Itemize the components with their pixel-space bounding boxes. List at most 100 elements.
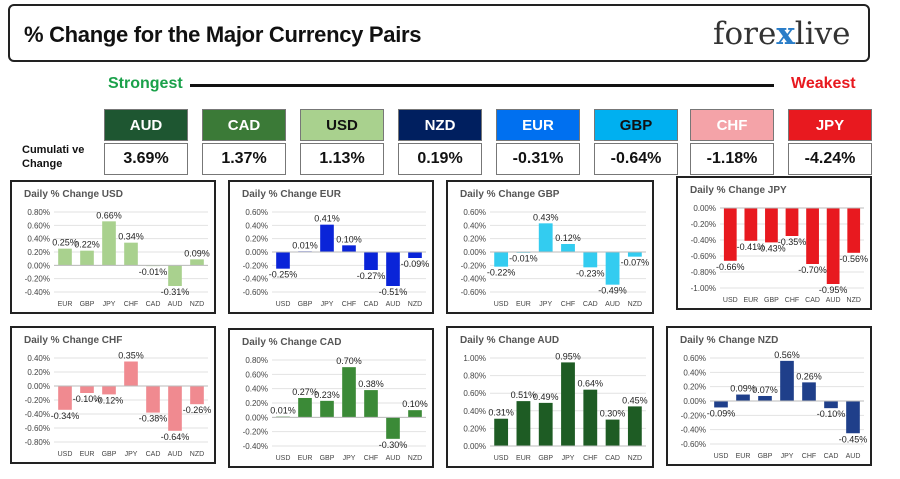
data-label: 0.01% (270, 406, 296, 416)
strength-divider (190, 84, 774, 87)
data-label: 0.10% (336, 234, 362, 244)
currency-change-eur: -0.31% (496, 143, 580, 175)
data-label: -0.35% (778, 237, 807, 247)
data-label: 0.31% (488, 408, 514, 418)
x-tick-label: USD (723, 297, 738, 304)
chart-title: Daily % Change CAD (242, 337, 341, 348)
x-tick-label: EUR (80, 451, 95, 458)
bar-eur (744, 208, 758, 241)
currency-change-usd: 1.13% (300, 143, 384, 175)
x-tick-label: EUR (736, 453, 751, 460)
x-tick-label: AUD (386, 301, 401, 308)
bar-usd (494, 418, 509, 446)
y-tick-label: 0.60% (245, 208, 268, 217)
bar-usd (276, 252, 290, 269)
y-tick-label: -0.20% (25, 396, 50, 405)
bar-eur (298, 397, 312, 418)
chart-panel-2: Daily % Change GBP 0.60% 0.40% 0.20% 0.00% -0… (446, 180, 654, 314)
y-tick-label: 0.80% (27, 208, 50, 217)
currency-change-aud: 3.69% (104, 143, 188, 175)
y-tick-label: -0.20% (681, 411, 706, 420)
y-tick-label: 0.60% (245, 370, 268, 379)
bar-cad (146, 386, 160, 413)
data-label: 0.95% (555, 351, 581, 361)
bar-nzd (627, 252, 642, 257)
chart-panel-4: Daily % Change CHF 0.40% 0.20% 0.00% -0.20% -… (10, 326, 216, 464)
data-label: 0.23% (314, 390, 340, 400)
y-tick-label: 0.80% (245, 356, 268, 365)
data-label: -0.26% (183, 405, 212, 415)
x-tick-label: EUR (516, 301, 531, 308)
y-tick-label: 0.40% (27, 235, 50, 244)
y-tick-label: 0.00% (693, 204, 716, 213)
data-label: -0.01% (509, 254, 538, 264)
data-label: 0.49% (533, 392, 559, 402)
bar-chf (561, 244, 575, 252)
data-label: -0.25% (269, 270, 298, 280)
x-tick-label: JPY (781, 453, 794, 460)
data-label: -0.30% (379, 440, 408, 450)
data-label: 0.25% (52, 238, 78, 248)
bar-jpy (102, 221, 116, 266)
y-tick-label: -0.40% (681, 426, 706, 435)
x-tick-label: USD (58, 451, 73, 458)
x-tick-label: CAD (146, 451, 161, 458)
bar-aud (826, 208, 840, 284)
page-title: % Change for the Major Currency Pairs (24, 22, 422, 47)
data-label: 0.70% (336, 356, 362, 366)
data-label: -0.66% (716, 262, 745, 272)
data-label: -0.41% (737, 242, 766, 252)
currency-header-cad: CAD (202, 109, 286, 141)
bar-cad (824, 401, 838, 409)
data-label: -0.49% (598, 286, 627, 296)
y-tick-label: 0.00% (683, 397, 706, 406)
data-label: -0.95% (819, 285, 848, 295)
data-label: 0.45% (622, 395, 648, 405)
x-tick-label: USD (494, 301, 509, 308)
y-tick-label: 0.00% (27, 261, 50, 270)
chart-panel-1: Daily % Change EUR 0.60% 0.40% 0.20% 0.00% -0… (228, 180, 434, 314)
y-tick-label: 1.00% (463, 354, 486, 363)
data-label: 0.26% (796, 371, 822, 381)
data-label: -0.22% (487, 268, 516, 278)
data-label: -0.70% (798, 265, 827, 275)
x-tick-label: NZD (190, 301, 204, 308)
x-tick-label: CAD (824, 453, 839, 460)
y-tick-label: 0.40% (683, 368, 706, 377)
currency-header-gbp: GBP (594, 109, 678, 141)
bar-chf (342, 245, 356, 252)
data-label: -0.10% (817, 409, 846, 419)
chart-panel-6: Daily % Change AUD 1.00% 0.80% 0.60% 0.40% 0.… (446, 326, 654, 468)
y-tick-label: 0.20% (27, 368, 50, 377)
x-tick-label: JPY (125, 451, 138, 458)
x-tick-label: NZD (408, 301, 422, 308)
data-label: -0.27% (357, 271, 386, 281)
y-tick-label: -1.00% (691, 284, 716, 293)
y-tick-label: 0.40% (245, 221, 268, 230)
y-tick-label: -0.40% (243, 275, 268, 284)
bar-cad (605, 419, 620, 446)
x-tick-label: CAD (364, 301, 379, 308)
data-label: 0.34% (118, 232, 144, 242)
data-label: 0.10% (402, 399, 428, 409)
x-tick-label: NZD (847, 297, 861, 304)
x-tick-label: USD (276, 455, 291, 462)
bar-nzd (190, 386, 204, 405)
data-label: -0.45% (839, 434, 868, 444)
bar-usd (714, 401, 728, 408)
data-label: -0.38% (139, 414, 168, 424)
data-label: 0.07% (752, 385, 778, 395)
chart-svg: Daily % Change NZD0.60%0.40%0.20%0.00%-0… (680, 335, 868, 460)
y-tick-label: 0.40% (245, 385, 268, 394)
bar-eur (58, 248, 72, 266)
x-tick-label: JPY (103, 301, 116, 308)
bar-usd (58, 386, 72, 410)
bar-nzd (190, 259, 204, 266)
x-tick-label: AUD (846, 453, 861, 460)
chart-panel-0: Daily % Change USD 0.80% 0.60% 0.40% 0.20% 0.… (10, 180, 216, 314)
x-tick-label: CAD (583, 301, 598, 308)
y-tick-label: 0.60% (683, 354, 706, 363)
y-tick-label: 0.20% (683, 383, 706, 392)
chart-panel-7: Daily % Change NZD 0.60% 0.40% 0.20% 0.00% -0… (666, 326, 872, 466)
data-label: 0.51% (511, 390, 537, 400)
